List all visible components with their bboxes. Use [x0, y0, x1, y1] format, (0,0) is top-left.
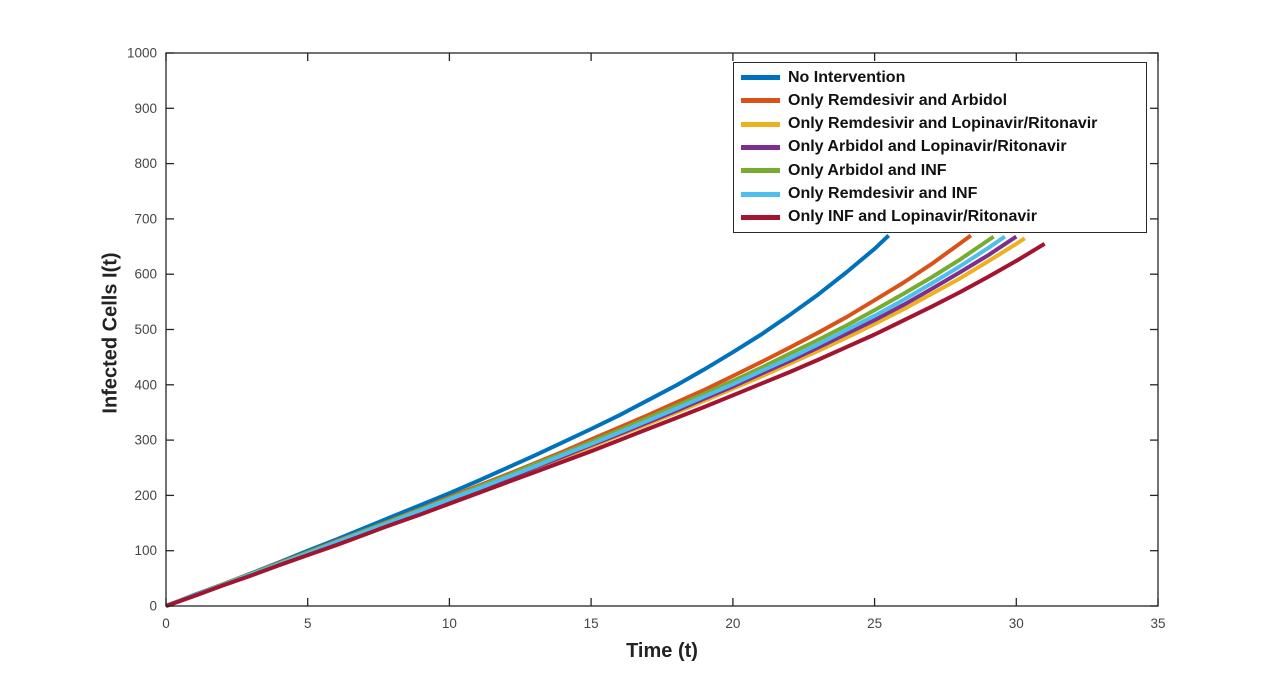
y-tick-label: 800 — [134, 156, 157, 171]
legend: No Intervention Only Remdesivir and Arbid… — [733, 62, 1147, 233]
y-tick-label: 400 — [134, 377, 157, 392]
y-tick-label: 200 — [134, 488, 157, 503]
x-axis-label: Time (t) — [626, 640, 698, 662]
legend-entry-label: No Intervention — [788, 68, 906, 86]
legend-line-swatch — [741, 144, 780, 150]
legend-line-swatch — [741, 168, 780, 174]
legend-entry-label: Only Arbidol and INF — [788, 161, 947, 179]
x-tick-label: 30 — [1009, 616, 1024, 631]
series-line-5 — [165, 234, 1007, 608]
legend-entry-label: Only Arbidol and Lopinavir/Ritonavir — [788, 138, 1067, 156]
y-tick-label: 300 — [134, 433, 157, 448]
y-tick-label: 900 — [134, 101, 157, 116]
series-line-0 — [165, 234, 891, 608]
legend-entry-3: Only Arbidol and Lopinavir/Ritonavir — [734, 136, 1146, 158]
y-tick-label: 0 — [149, 599, 157, 614]
series-line-6 — [165, 242, 1046, 608]
y-tick-label: 1000 — [127, 46, 157, 61]
x-tick-label: 10 — [442, 616, 457, 631]
legend-entry-6: Only INF and Lopinavir/Ritonavir — [734, 206, 1146, 228]
legend-entry-2: Only Remdesivir and Lopinavir/Ritonavir — [734, 113, 1146, 135]
x-tick-label: 5 — [304, 616, 312, 631]
legend-line-swatch — [741, 191, 780, 197]
legend-entry-label: Only Remdesivir and Lopinavir/Ritonavir — [788, 115, 1098, 133]
legend-entry-label: Only INF and Lopinavir/Ritonavir — [788, 208, 1037, 226]
y-axis-label: Infected Cells I(t) — [99, 252, 122, 414]
legend-entry-1: Only Remdesivir and Arbidol — [734, 90, 1146, 112]
legend-entry-4: Only Arbidol and INF — [734, 160, 1146, 182]
x-tick-label: 35 — [1150, 616, 1165, 631]
series-line-4 — [165, 234, 995, 608]
legend-line-swatch — [741, 214, 780, 220]
x-tick-label: 15 — [584, 616, 599, 631]
y-tick-label: 100 — [134, 543, 157, 558]
y-tick-label: 500 — [134, 322, 157, 337]
x-tick-label: 0 — [162, 616, 170, 631]
x-tick-label: 20 — [725, 616, 740, 631]
y-tick-label: 700 — [134, 211, 157, 226]
legend-entry-label: Only Remdesivir and Arbidol — [788, 91, 1008, 109]
legend-entry-0: No Intervention — [734, 67, 1146, 89]
legend-entry-5: Only Remdesivir and INF — [734, 183, 1146, 205]
series-line-1 — [165, 233, 973, 608]
legend-line-swatch — [741, 75, 780, 81]
x-tick-label: 25 — [867, 616, 882, 631]
legend-entry-label: Only Remdesivir and INF — [788, 185, 978, 203]
y-tick-label: 600 — [134, 267, 157, 282]
series-line-2 — [165, 236, 1026, 608]
legend-line-swatch — [741, 98, 780, 104]
legend-line-swatch — [741, 121, 780, 127]
